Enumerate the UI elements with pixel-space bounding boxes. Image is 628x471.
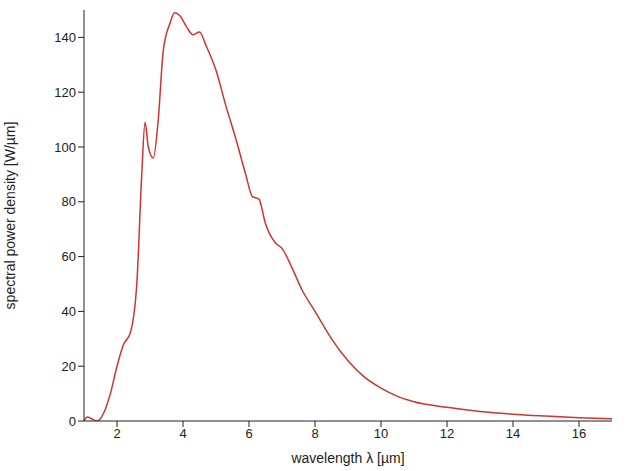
svg-text:8: 8 <box>311 426 318 441</box>
svg-text:4: 4 <box>179 426 186 441</box>
svg-text:40: 40 <box>62 304 76 319</box>
svg-text:100: 100 <box>54 140 76 155</box>
svg-text:wavelength λ [µm]: wavelength λ [µm] <box>290 450 404 466</box>
svg-text:60: 60 <box>62 249 76 264</box>
svg-text:140: 140 <box>54 30 76 45</box>
svg-text:80: 80 <box>62 194 76 209</box>
svg-text:12: 12 <box>440 426 454 441</box>
svg-text:6: 6 <box>245 426 252 441</box>
svg-text:120: 120 <box>54 85 76 100</box>
svg-text:20: 20 <box>62 359 76 374</box>
svg-text:10: 10 <box>374 426 388 441</box>
svg-text:0: 0 <box>69 414 76 429</box>
svg-text:16: 16 <box>572 426 586 441</box>
svg-text:14: 14 <box>506 426 520 441</box>
svg-text:spectral power density [W/µm]: spectral power density [W/µm] <box>2 122 18 310</box>
svg-text:2: 2 <box>113 426 120 441</box>
